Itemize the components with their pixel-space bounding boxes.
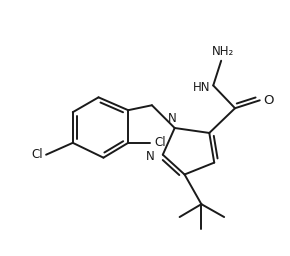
Text: O: O <box>264 94 274 107</box>
Text: Cl: Cl <box>154 136 166 149</box>
Text: NH₂: NH₂ <box>212 45 234 58</box>
Text: N: N <box>168 112 177 125</box>
Text: Cl: Cl <box>32 148 43 161</box>
Text: N: N <box>146 150 155 163</box>
Text: HN: HN <box>193 81 210 94</box>
